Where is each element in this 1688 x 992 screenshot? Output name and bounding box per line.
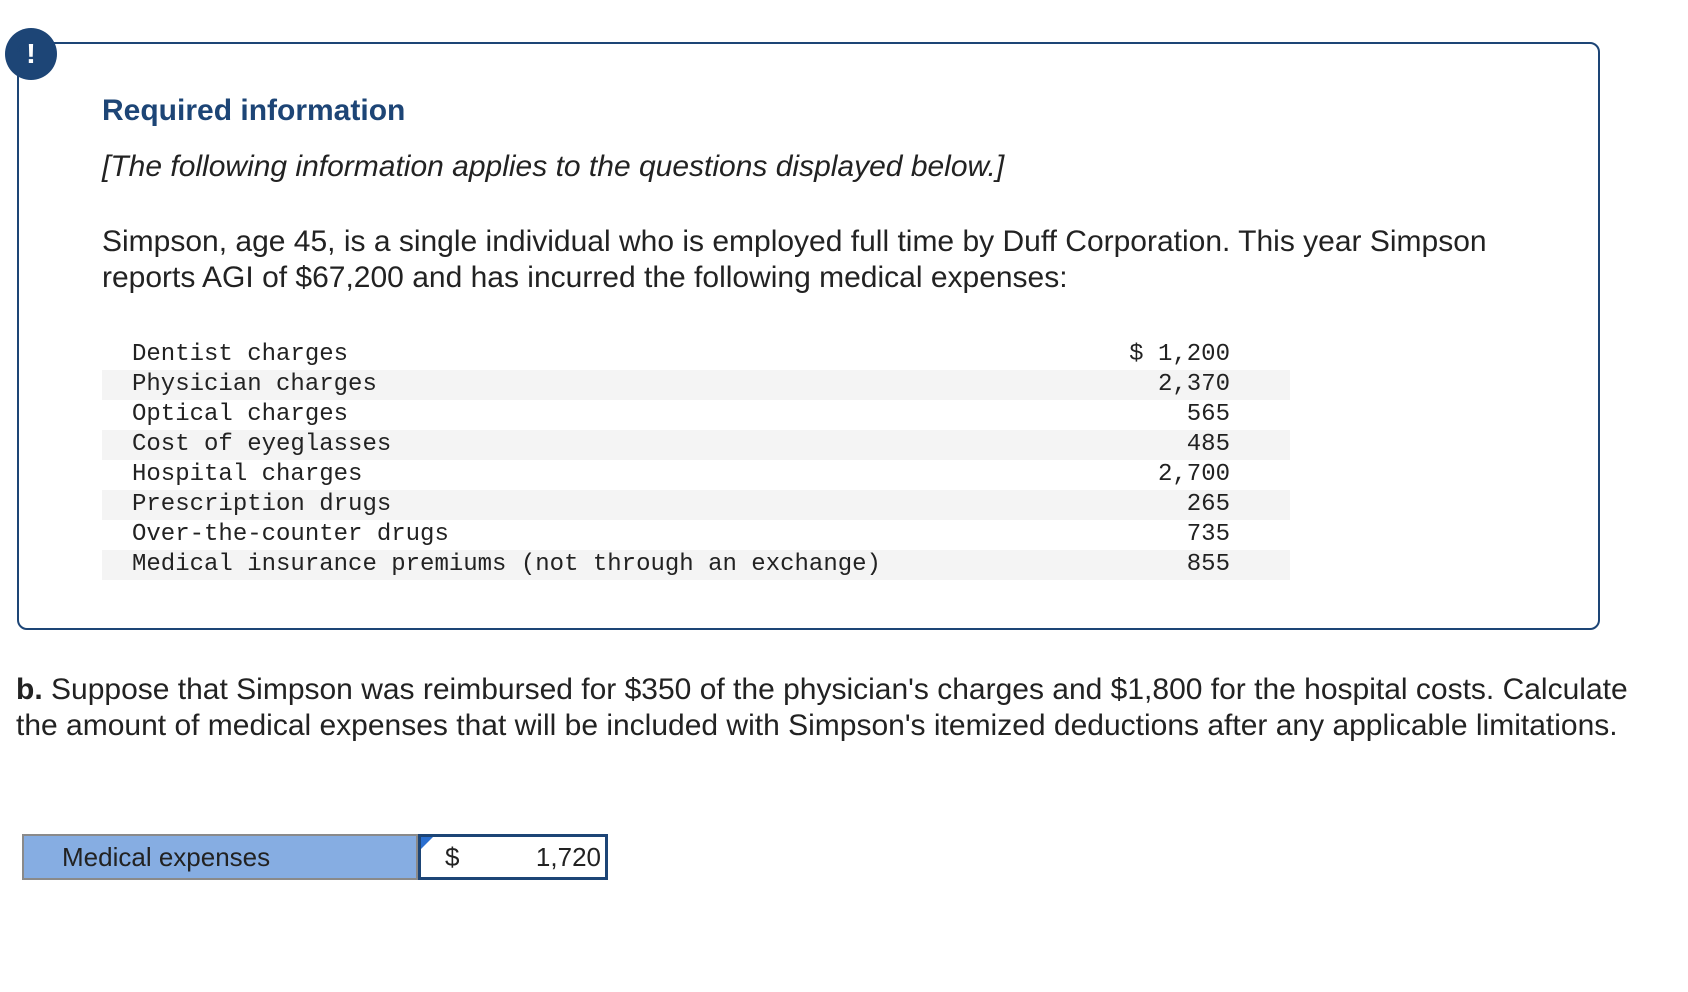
medical-expenses-input[interactable]: $ 1,720 — [418, 834, 608, 880]
expense-label: Physician charges — [102, 370, 1010, 400]
table-row: Optical charges 565 — [102, 400, 1290, 430]
answer-row: Medical expenses $ 1,720 — [22, 834, 608, 880]
expense-amount: 735 — [1186, 521, 1230, 548]
table-row: Over-the-counter drugs 735 — [102, 520, 1290, 550]
table-row: Physician charges 2,370 — [102, 370, 1290, 400]
answer-value[interactable]: 1,720 — [535, 842, 601, 872]
required-information-box — [17, 42, 1600, 630]
expense-label: Hospital charges — [132, 461, 363, 488]
expense-label: Dentist charges — [132, 341, 349, 368]
table-row: Cost of eyeglasses 485 — [102, 430, 1290, 460]
expense-label: Prescription drugs — [102, 490, 1010, 520]
currency-symbol: $ — [445, 842, 460, 872]
medical-expenses-table: Dentist charges $ 1,200 Physician charge… — [102, 340, 1290, 580]
required-information-heading: Required information — [102, 94, 406, 127]
question-part-label: b. — [16, 673, 43, 706]
expense-amount: 265 — [1010, 490, 1290, 520]
expense-label: Optical charges — [132, 401, 349, 428]
question-body: Suppose that Simpson was reimbursed for … — [16, 673, 1628, 742]
table-row: Hospital charges 2,700 — [102, 460, 1290, 490]
expense-amount: 565 — [1186, 401, 1230, 428]
expense-label: Cost of eyeglasses — [102, 430, 1010, 460]
expense-amount: 485 — [1010, 430, 1290, 460]
expense-amount: 855 — [1010, 550, 1290, 580]
expense-label: Medical insurance premiums (not through … — [102, 550, 1010, 580]
answer-label: Medical expenses — [22, 834, 418, 880]
info-note: [The following information applies to th… — [102, 150, 1005, 183]
table-row: Medical insurance premiums (not through … — [102, 550, 1290, 580]
expense-label: Over-the-counter drugs — [132, 521, 449, 548]
info-paragraph: Simpson, age 45, is a single individual … — [102, 225, 1487, 294]
expense-amount: 2,370 — [1010, 370, 1290, 400]
expense-amount: $ 1,200 — [1129, 341, 1230, 368]
table-row: Prescription drugs 265 — [102, 490, 1290, 520]
expense-amount: 2,700 — [1157, 461, 1230, 488]
table-row: Dentist charges $ 1,200 — [102, 340, 1290, 370]
question-text: b. Suppose that Simpson was reimbursed f… — [16, 672, 1636, 744]
flag-icon — [421, 837, 433, 849]
alert-icon: ! — [5, 28, 57, 80]
